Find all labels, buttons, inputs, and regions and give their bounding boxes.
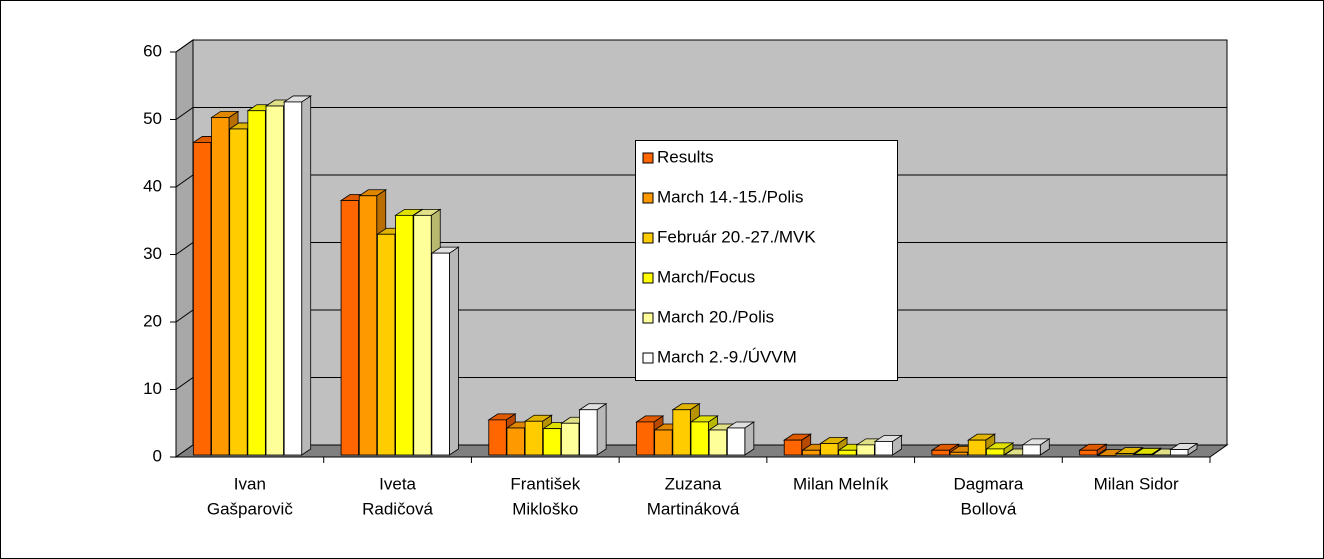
bar-front — [708, 429, 728, 456]
bar — [1078, 443, 1108, 456]
y-tick-label: 0 — [153, 446, 162, 465]
grid-line — [175, 39, 1227, 53]
bar-front — [192, 142, 212, 456]
bar-front — [856, 444, 875, 456]
bar-front — [395, 214, 414, 456]
bar-front — [229, 128, 248, 456]
bar-front — [636, 421, 655, 456]
bar-side — [449, 246, 459, 456]
legend-label: March/Focus — [657, 267, 755, 286]
legend-box — [635, 140, 898, 381]
bar-side — [596, 403, 607, 456]
y-tick-label: 30 — [143, 244, 162, 263]
bar — [1132, 447, 1162, 456]
x-tick-label: Milan Melník — [793, 474, 889, 493]
legend-label: Results — [657, 147, 714, 166]
legend-label: March 20./Polis — [657, 307, 774, 326]
bar — [1169, 442, 1199, 456]
bar — [873, 434, 903, 456]
bar-front — [1133, 453, 1153, 456]
x-tick-label: Ivan — [234, 474, 266, 493]
bar-front — [377, 233, 396, 456]
bar — [985, 442, 1015, 456]
x-tick-label: Radičová — [362, 499, 433, 518]
x-tick-label: Gašparovič — [207, 499, 293, 518]
bar-front — [820, 443, 839, 456]
bar-front — [506, 427, 525, 456]
x-tick-label: Bollová — [961, 499, 1017, 518]
x-tick-label: Milan Sidor — [1094, 474, 1179, 493]
grid-line — [175, 107, 1227, 120]
bar-side — [301, 95, 312, 456]
bar-front — [931, 449, 950, 456]
bar-front — [524, 420, 544, 456]
legend-swatch — [642, 312, 654, 324]
x-tick-label: Iveta — [379, 474, 416, 493]
bar — [1021, 438, 1051, 456]
legend-swatch — [642, 352, 654, 364]
bar-front — [211, 117, 230, 456]
bar-front — [726, 427, 746, 456]
bar-front — [265, 105, 284, 456]
bar-front — [838, 449, 857, 456]
bar-front — [283, 101, 303, 456]
y-tick-label: 20 — [143, 311, 162, 330]
bar — [726, 421, 756, 456]
bar-front — [579, 409, 598, 456]
bar-front — [1115, 453, 1134, 456]
bar-front — [1022, 444, 1041, 456]
bar-front — [1079, 449, 1098, 456]
bar-front — [949, 451, 968, 456]
bar-front — [542, 428, 562, 456]
bar-front — [801, 449, 821, 456]
bar-front — [986, 448, 1005, 456]
bar-front — [358, 195, 378, 456]
bar — [430, 246, 460, 456]
x-tick-label: Martináková — [647, 499, 740, 518]
bar-front — [672, 409, 691, 456]
legend-swatch — [642, 192, 654, 204]
bar-front — [488, 419, 507, 456]
y-tick-label: 50 — [143, 109, 162, 128]
bar — [282, 95, 313, 456]
bar-front — [561, 422, 580, 456]
legend-swatch — [642, 152, 654, 164]
legend: Results March 14.-15./Polis Február 20.-27… — [635, 140, 898, 381]
x-tick-label: Dagmara — [953, 474, 1023, 493]
legend-label: March 2.-9./ÚVVM — [657, 347, 797, 366]
x-tick-label: Zuzana — [665, 474, 722, 493]
x-tick-label: Mikloško — [512, 499, 578, 518]
legend-swatch — [642, 232, 654, 244]
bar-front — [247, 110, 266, 456]
x-tick-label: František — [510, 474, 580, 493]
y-tick-label: 10 — [143, 379, 162, 398]
legend-label: Február 20.-27./MVK — [657, 227, 816, 246]
y-tick-label: 40 — [143, 176, 162, 195]
bar-front — [690, 421, 709, 456]
bar-front — [413, 214, 432, 456]
bar-front — [340, 200, 359, 456]
legend-label: March 14.-15./Polis — [657, 187, 803, 206]
bar-front — [967, 439, 987, 456]
bar-front — [654, 429, 673, 456]
bar-front — [874, 441, 893, 456]
y-tick-label: 60 — [143, 41, 162, 60]
bar-front — [1170, 449, 1189, 456]
bar-front — [783, 439, 803, 456]
bar-front — [431, 252, 450, 456]
legend-swatch — [642, 272, 654, 284]
bar — [578, 403, 608, 456]
